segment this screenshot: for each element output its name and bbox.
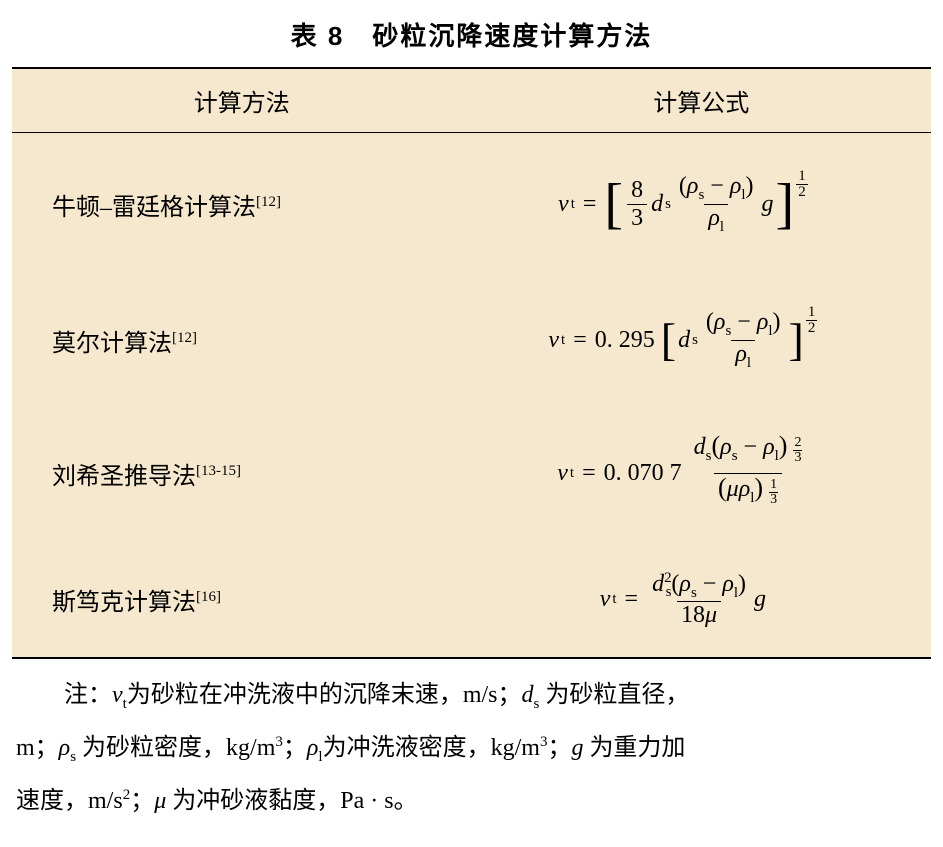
citation-ref: [12] [256,194,281,210]
method-cell: 刘希圣推导法[13-15] [12,456,435,491]
table-row: 刘希圣推导法[13-15] t = 0. 070 7 s(s − l) 2 [12,405,931,541]
table: 计算方法 计算公式 牛顿–雷廷格计算法[12] t = [ 8 3 [12,67,931,659]
method-name: 斯笃克计算法 [52,590,196,616]
formula: t = [ 8 3 s (s − l) l ] [558,173,808,235]
table-footnote: 注：vt为砂粒在冲洗液中的沉降末速，m/s；ds 为砂粒直径， m；ρs 为砂粒… [12,659,931,827]
formula-cell: t = [ 8 3 s (s − l) l ] [435,173,931,235]
note-lead: 注： [64,682,112,708]
citation-ref: [13-15] [196,463,241,479]
formula-cell: t = 0. 295 [ s (s − l) l ] 1 2 [435,309,931,371]
method-name: 莫尔计算法 [52,331,172,357]
header-method: 计算方法 [12,83,472,118]
header-formula: 计算公式 [472,83,932,118]
method-name: 牛顿–雷廷格计算法 [52,195,256,221]
method-cell: 牛顿–雷廷格计算法[12] [12,187,435,222]
formula: t = 0. 070 7 s(s − l) 2 3 [557,432,808,515]
formula: t = 2s(s − l) 18 [600,570,766,629]
table-row: 斯笃克计算法[16] t = 2s(s − l) 18 [12,541,931,657]
method-cell: 莫尔计算法[12] [12,323,435,358]
page: 表 8 砂粒沉降速度计算方法 计算方法 计算公式 牛顿–雷廷格计算法[12] t… [0,0,943,847]
table-header-row: 计算方法 计算公式 [12,69,931,133]
formula-cell: t = 0. 070 7 s(s − l) 2 3 [435,432,931,515]
citation-ref: [16] [196,589,221,605]
citation-ref: [12] [172,330,197,346]
method-name: 刘希圣推导法 [52,464,196,490]
method-cell: 斯笃克计算法[16] [12,582,435,617]
table-caption: 表 8 砂粒沉降速度计算方法 [12,16,931,53]
table-row: 莫尔计算法[12] t = 0. 295 [ s (s − l) l ] [12,275,931,405]
table-row: 牛顿–雷廷格计算法[12] t = [ 8 3 s (s − l) [12,133,931,275]
table-body: 牛顿–雷廷格计算法[12] t = [ 8 3 s (s − l) [12,133,931,657]
formula: t = 0. 295 [ s (s − l) l ] 1 2 [548,309,817,371]
formula-cell: t = 2s(s − l) 18 [435,570,931,629]
